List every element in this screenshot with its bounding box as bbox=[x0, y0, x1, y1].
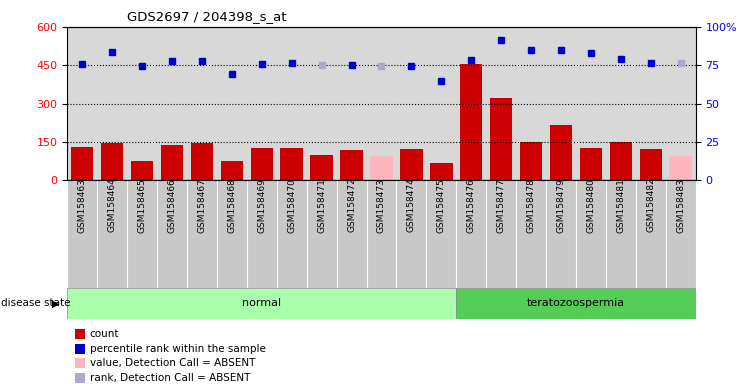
Bar bbox=[67, 288, 456, 319]
Bar bbox=[400, 149, 423, 180]
Bar bbox=[456, 288, 696, 319]
Bar bbox=[610, 142, 632, 180]
Bar bbox=[640, 149, 662, 180]
Bar bbox=[370, 156, 393, 180]
Text: normal: normal bbox=[242, 298, 281, 308]
Text: ▶: ▶ bbox=[52, 298, 60, 308]
Text: percentile rank within the sample: percentile rank within the sample bbox=[90, 344, 266, 354]
Bar bbox=[430, 163, 453, 180]
Bar bbox=[340, 150, 363, 180]
Bar bbox=[71, 147, 94, 180]
Text: disease state: disease state bbox=[1, 298, 70, 308]
Bar bbox=[669, 156, 692, 180]
Bar bbox=[280, 148, 303, 180]
Bar bbox=[221, 161, 243, 180]
Bar bbox=[520, 142, 542, 180]
Bar bbox=[101, 142, 123, 180]
Bar bbox=[191, 142, 213, 180]
Text: teratozoospermia: teratozoospermia bbox=[527, 298, 625, 308]
Bar bbox=[490, 98, 512, 180]
Bar bbox=[580, 148, 602, 180]
Bar bbox=[550, 126, 572, 180]
Text: GDS2697 / 204398_s_at: GDS2697 / 204398_s_at bbox=[127, 10, 286, 23]
Bar bbox=[460, 64, 482, 180]
Text: value, Detection Call = ABSENT: value, Detection Call = ABSENT bbox=[90, 358, 255, 368]
Text: count: count bbox=[90, 329, 119, 339]
Bar bbox=[131, 161, 153, 180]
Bar bbox=[310, 155, 333, 180]
Bar bbox=[161, 145, 183, 180]
Bar bbox=[251, 148, 273, 180]
Text: rank, Detection Call = ABSENT: rank, Detection Call = ABSENT bbox=[90, 373, 250, 383]
